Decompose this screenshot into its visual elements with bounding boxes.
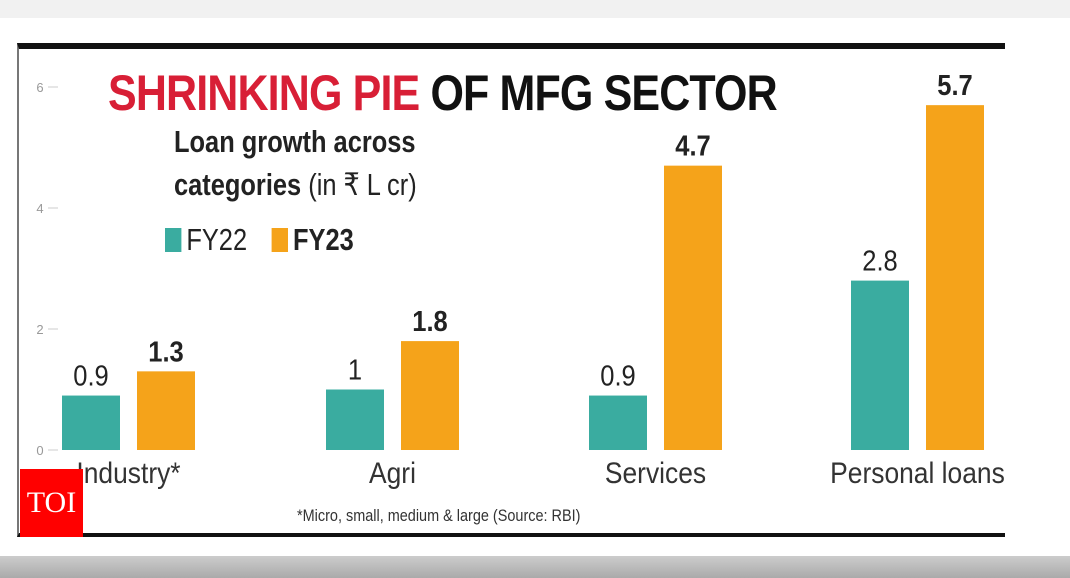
bar-fy23 bbox=[664, 165, 722, 450]
data-label: 1.8 bbox=[412, 305, 447, 338]
title-highlight: SHRINKING PIE bbox=[108, 65, 420, 121]
data-label: 4.7 bbox=[675, 129, 710, 162]
subtitle-line1: Loan growth across bbox=[174, 124, 416, 159]
subtitle-line2: categories bbox=[174, 167, 302, 202]
title-rest: OF MFG SECTOR bbox=[430, 65, 777, 121]
bar-fy22 bbox=[851, 280, 909, 450]
category-label: Services bbox=[605, 455, 706, 489]
data-label: 0.9 bbox=[73, 359, 108, 392]
data-label: 5.7 bbox=[937, 69, 972, 102]
bar-fy22 bbox=[589, 395, 647, 450]
y-tick-label: 4 bbox=[36, 201, 43, 216]
subtitle-unit: (in ₹ L cr) bbox=[308, 167, 417, 202]
category-label: Industry* bbox=[76, 455, 180, 489]
chart-subtitle: Loan growth across categories (in ₹ L cr) bbox=[174, 120, 417, 206]
legend: FY22 FY23 bbox=[165, 222, 354, 258]
data-label: 1 bbox=[348, 353, 362, 386]
category-label: Personal loans bbox=[830, 455, 1005, 489]
data-label: 2.8 bbox=[862, 244, 897, 277]
legend-swatch-fy22 bbox=[165, 228, 182, 252]
data-label: 1.3 bbox=[148, 335, 183, 368]
bottom-strip bbox=[0, 556, 1070, 578]
chart-title: SHRINKING PIE OF MFG SECTOR bbox=[108, 64, 778, 122]
category-label: Agri bbox=[369, 455, 416, 489]
footnote: *Micro, small, medium & large (Source: R… bbox=[297, 506, 581, 525]
bar-fy23 bbox=[401, 341, 459, 450]
bar-fy22 bbox=[326, 389, 384, 450]
legend-swatch-fy23 bbox=[271, 228, 289, 252]
y-tick-label: 0 bbox=[36, 443, 43, 458]
bar-fy23 bbox=[137, 371, 195, 450]
chart-frame bbox=[17, 43, 1005, 537]
top-strip bbox=[0, 0, 1070, 18]
bar-fy22 bbox=[62, 395, 120, 450]
y-tick-label: 6 bbox=[36, 80, 43, 95]
data-label: 0.9 bbox=[600, 359, 635, 392]
toi-logo: TOI bbox=[20, 469, 83, 537]
logo-text: TOI bbox=[26, 486, 77, 519]
bar-fy23 bbox=[926, 105, 984, 451]
y-tick-label: 2 bbox=[36, 322, 43, 337]
legend-label-fy23: FY23 bbox=[293, 222, 354, 257]
legend-label-fy22: FY22 bbox=[186, 222, 248, 257]
